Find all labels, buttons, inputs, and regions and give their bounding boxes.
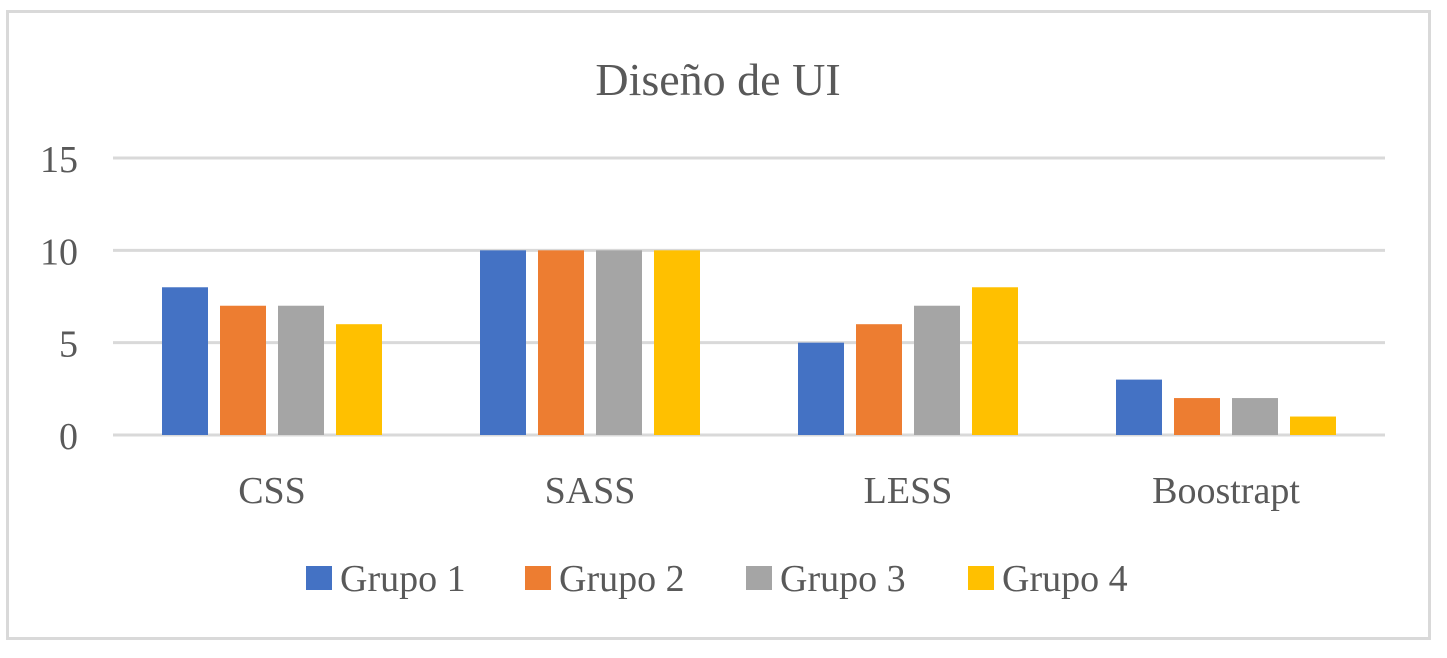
bar-grupo-2-boostrapt — [1174, 398, 1220, 435]
legend-label: Grupo 1 — [340, 558, 466, 600]
bar-grupo-3-less — [914, 305, 960, 435]
legend-swatch — [968, 566, 994, 590]
y-axis-ticks: 0 5 10 15 — [40, 139, 78, 458]
y-tick-label: 15 — [40, 139, 78, 181]
category-label: CSS — [238, 470, 306, 512]
bar-grupo-2-css — [220, 305, 266, 435]
bar-grupo-4-less — [972, 287, 1018, 435]
bar-grupo-3-css — [278, 305, 324, 435]
bar-grupo-4-css — [336, 324, 382, 435]
category-label: LESS — [864, 470, 953, 512]
bar-grupo-1-boostrapt — [1116, 379, 1162, 435]
bar-grupo-1-less — [798, 342, 844, 435]
bar-grupo-1-css — [162, 287, 208, 435]
chart-title: Diseño de UI — [595, 54, 840, 105]
bar-grupo-2-sass — [538, 250, 584, 435]
y-tick-label: 5 — [59, 324, 78, 366]
legend-swatch — [746, 566, 772, 590]
legend-item: Grupo 1 — [306, 558, 466, 600]
legend-item: Grupo 3 — [746, 558, 906, 600]
legend-swatch — [306, 566, 332, 590]
bar-grupo-4-sass — [654, 250, 700, 435]
legend-label: Grupo 4 — [1002, 558, 1128, 600]
x-axis-categories: CSS SASS LESS Boostrapt — [238, 470, 1300, 512]
y-tick-label: 10 — [40, 231, 78, 273]
bar-grupo-2-less — [856, 324, 902, 435]
legend-item: Grupo 2 — [525, 558, 685, 600]
legend-item: Grupo 4 — [968, 558, 1128, 600]
bar-grupo-1-sass — [480, 250, 526, 435]
bar-grupo-4-boostrapt — [1290, 416, 1336, 435]
gridlines — [113, 156, 1385, 437]
category-label: Boostrapt — [1152, 470, 1300, 512]
bar-grupo-3-sass — [596, 250, 642, 435]
category-label: SASS — [545, 470, 636, 512]
legend: Grupo 1 Grupo 2 Grupo 3 Grupo 4 — [306, 558, 1128, 600]
bar-grupo-3-boostrapt — [1232, 398, 1278, 435]
legend-label: Grupo 2 — [559, 558, 685, 600]
bars — [162, 250, 1336, 435]
y-tick-label: 0 — [59, 416, 78, 458]
legend-label: Grupo 3 — [780, 558, 906, 600]
legend-swatch — [525, 566, 551, 590]
